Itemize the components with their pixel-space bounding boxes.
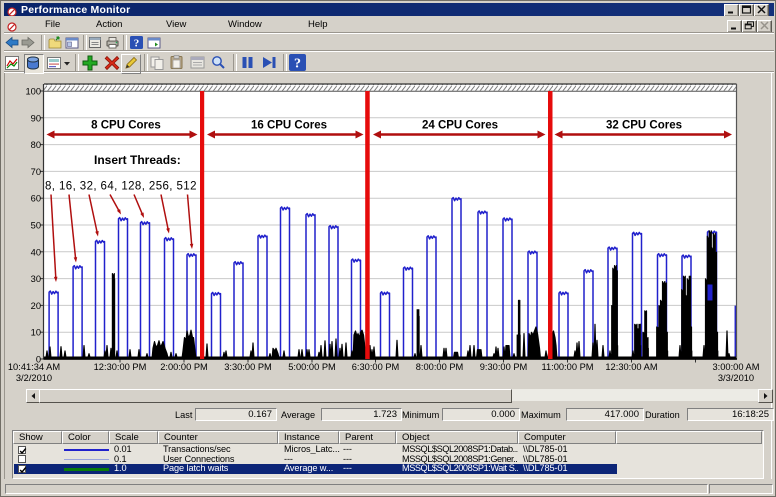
svg-text:2:00:00 PM: 2:00:00 PM xyxy=(160,362,208,372)
svg-text:90: 90 xyxy=(31,113,41,123)
svg-text:8, 16, 32, 64, 128, 256, 512: 8, 16, 32, 64, 128, 256, 512 xyxy=(45,181,197,193)
svg-text:12:30:00 PM: 12:30:00 PM xyxy=(94,362,147,372)
svg-text:12:30:00 AM: 12:30:00 AM xyxy=(605,362,657,372)
svg-text:0: 0 xyxy=(36,355,41,365)
svg-text:11:00:00 PM: 11:00:00 PM xyxy=(541,362,593,372)
svg-text:?: ? xyxy=(134,38,140,50)
svg-text:10: 10 xyxy=(31,328,41,338)
svg-text:24 CPU Cores: 24 CPU Cores xyxy=(422,120,498,132)
svg-text:70: 70 xyxy=(31,167,41,177)
svg-text:Insert Threads:: Insert Threads: xyxy=(94,153,181,167)
svg-text:30: 30 xyxy=(31,274,41,284)
svg-text:32 CPU Cores: 32 CPU Cores xyxy=(606,120,682,132)
svg-text:?: ? xyxy=(294,57,301,72)
svg-text:3/2/2010: 3/2/2010 xyxy=(16,373,52,383)
svg-text:100: 100 xyxy=(25,87,41,97)
svg-text:50: 50 xyxy=(31,221,41,231)
svg-text:3/3/2010: 3/3/2010 xyxy=(718,373,754,383)
svg-text:80: 80 xyxy=(31,140,41,150)
svg-text:10:41:34 AM: 10:41:34 AM xyxy=(8,362,60,372)
svg-text:8:00:00 PM: 8:00:00 PM xyxy=(416,362,464,372)
svg-text:8 CPU Cores: 8 CPU Cores xyxy=(91,120,161,132)
svg-text:3:30:00 PM: 3:30:00 PM xyxy=(224,362,272,372)
svg-text:9:30:00 PM: 9:30:00 PM xyxy=(480,362,528,372)
svg-text:60: 60 xyxy=(31,194,41,204)
svg-text:3:00:00 AM: 3:00:00 AM xyxy=(712,362,759,372)
svg-text:20: 20 xyxy=(31,301,41,311)
svg-text:40: 40 xyxy=(31,247,41,257)
svg-text:5:00:00 PM: 5:00:00 PM xyxy=(288,362,336,372)
svg-text:6:30:00 PM: 6:30:00 PM xyxy=(352,362,400,372)
svg-text:16 CPU Cores: 16 CPU Cores xyxy=(251,120,327,132)
